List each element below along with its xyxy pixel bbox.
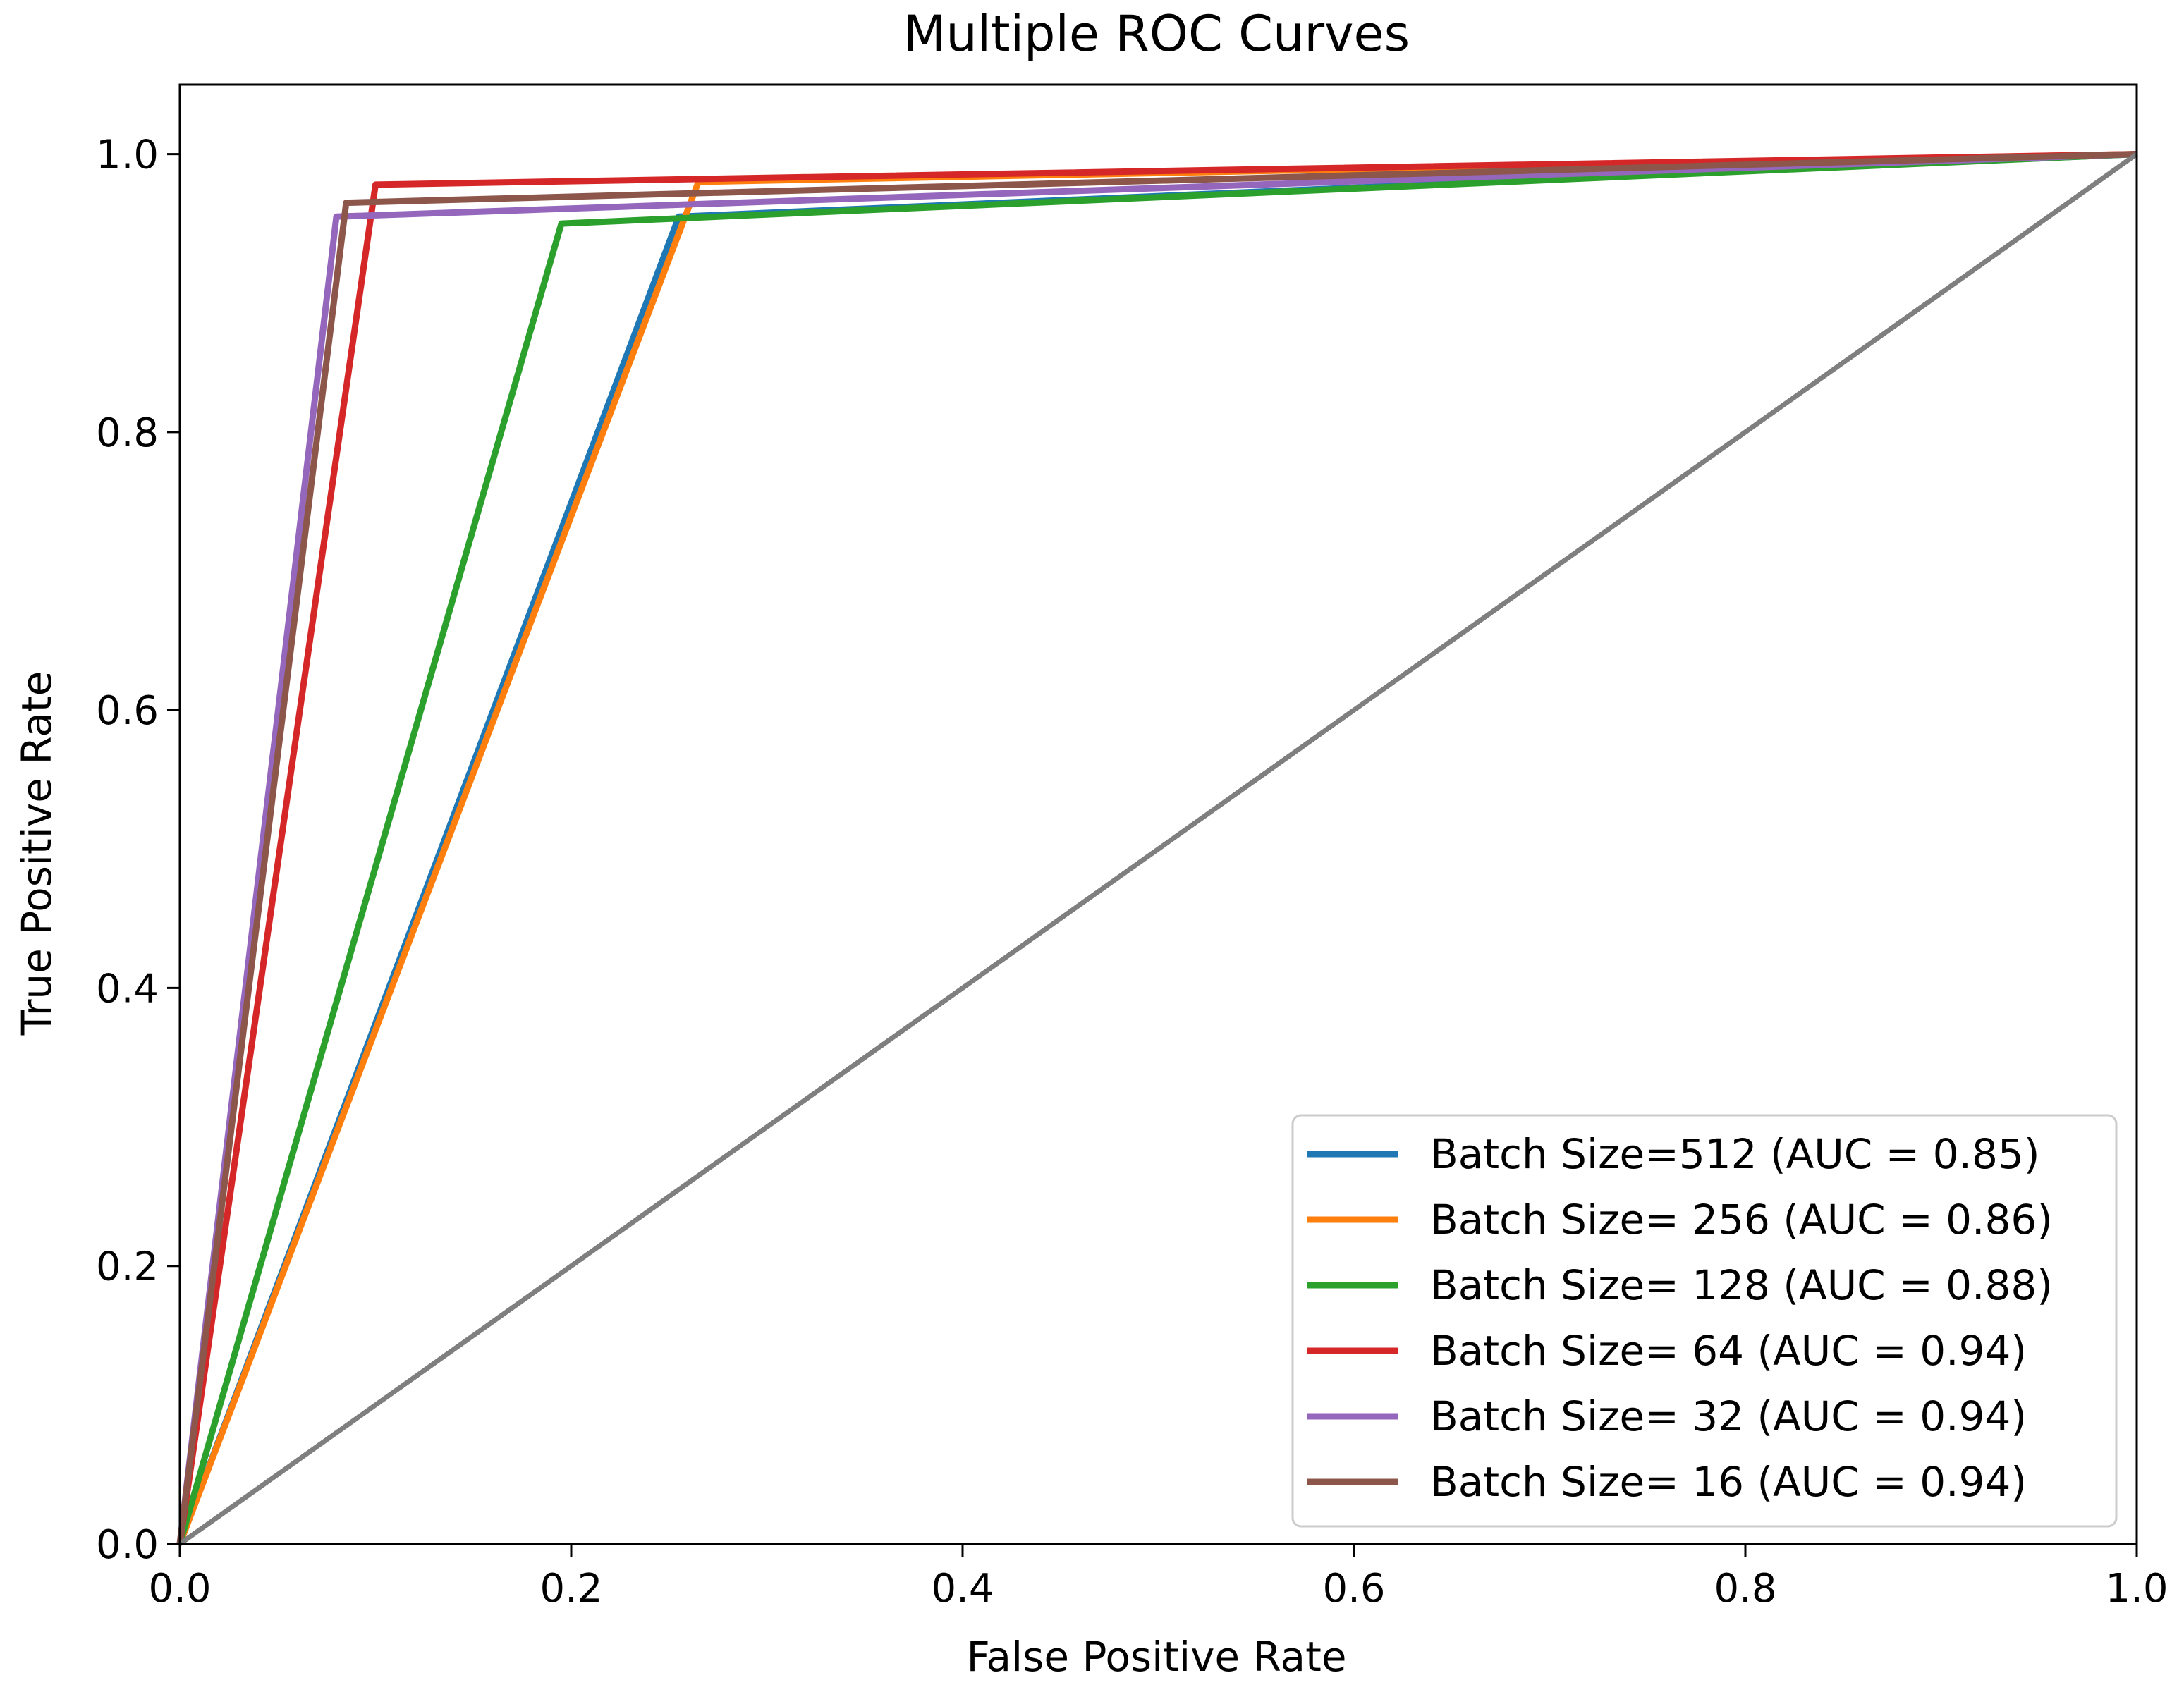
plot-area <box>176 83 2139 1546</box>
y-tick-label: 0.8 <box>96 410 159 456</box>
roc-curve-4 <box>176 151 2137 1545</box>
x-tick-label: 0.4 <box>931 1566 994 1612</box>
roc-curve-3 <box>176 151 2137 1545</box>
x-axis-label: False Positive Rate <box>966 1633 1346 1681</box>
legend-box <box>1291 1114 2118 1528</box>
y-tick-label: 0.0 <box>96 1522 159 1568</box>
x-tick-label: 0.2 <box>539 1566 602 1612</box>
legend-label-5: Batch Size= 32 (AUC = 0.94) <box>1430 1392 2027 1440</box>
y-tick-label: 0.4 <box>96 966 159 1012</box>
y-axis-ticks: 0.0 0.2 0.4 0.6 0.8 1.0 <box>96 133 180 1568</box>
reference-diagonal-line <box>178 152 2139 1546</box>
y-axis-label: True Positive Rate <box>13 671 61 1036</box>
legend-label-2: Batch Size= 256 (AUC = 0.86) <box>1430 1196 2053 1244</box>
x-axis-ticks: 0.0 0.2 0.4 0.6 0.8 1.0 <box>148 1544 2168 1612</box>
legend-label-3: Batch Size= 128 (AUC = 0.88) <box>1430 1261 2053 1309</box>
y-tick-label: 0.2 <box>96 1244 159 1290</box>
axes-frame <box>178 83 2138 1545</box>
roc-curve-6 <box>176 151 2137 1545</box>
x-tick-label: 0.6 <box>1322 1566 1385 1612</box>
legend-label-1: Batch Size=512 (AUC = 0.85) <box>1430 1130 2039 1178</box>
y-tick-label: 1.0 <box>96 133 159 178</box>
legend-label-6: Batch Size= 16 (AUC = 0.94) <box>1430 1458 2027 1506</box>
chart-title: Multiple ROC Curves <box>903 5 1410 63</box>
y-tick-label: 0.6 <box>96 688 159 734</box>
x-tick-label: 0.0 <box>148 1566 211 1612</box>
x-tick-label: 1.0 <box>2105 1566 2168 1612</box>
x-tick-label: 0.8 <box>1714 1566 1776 1612</box>
legend: Batch Size=512 (AUC = 0.85) Batch Size= 2… <box>1291 1114 2118 1528</box>
legend-label-4: Batch Size= 64 (AUC = 0.94) <box>1430 1327 2027 1375</box>
